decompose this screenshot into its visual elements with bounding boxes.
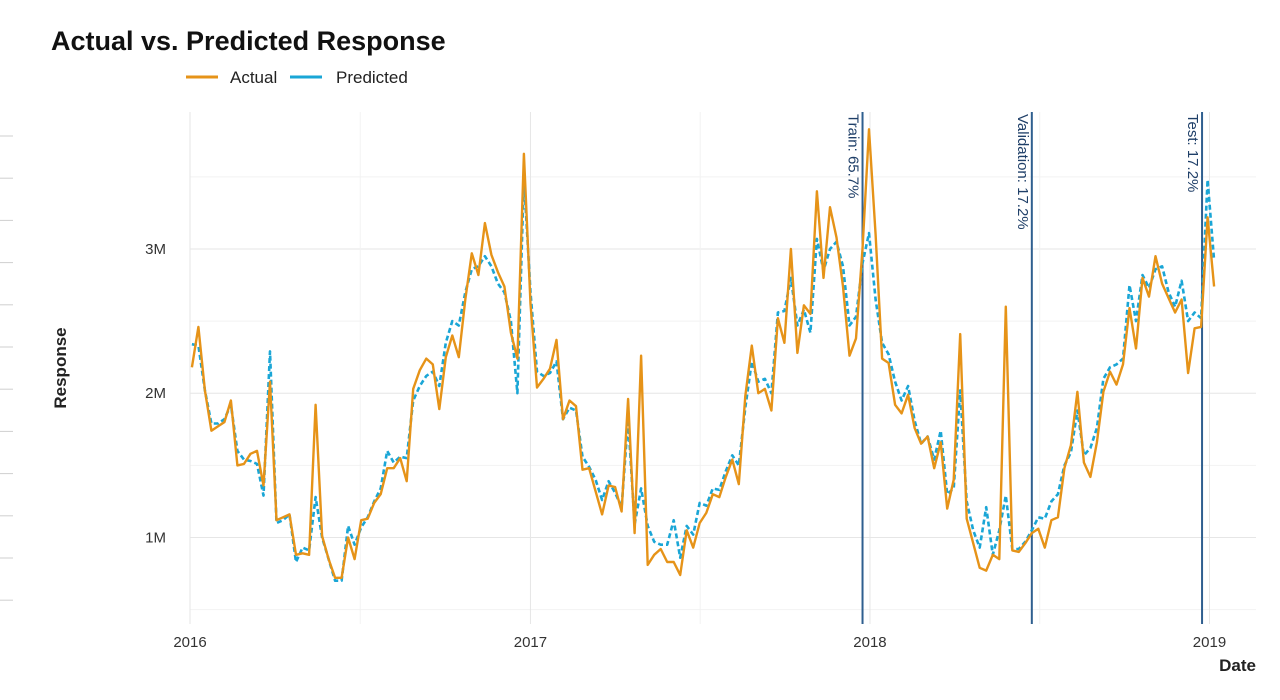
legend: Actual Predicted	[186, 68, 408, 87]
split-lines	[861, 112, 1204, 624]
split-label: Validation: 17.2%	[1014, 114, 1031, 230]
y-tick-label: 1M	[145, 529, 166, 546]
x-tick-label: 2017	[514, 634, 547, 651]
series-line-actual	[190, 128, 1216, 579]
legend-label-actual: Actual	[230, 68, 277, 87]
y-tick-label: 3M	[145, 241, 166, 258]
split-label: Test: 17.2%	[1184, 114, 1201, 192]
split-labels: Train: 65.7% Validation: 17.2% Test: 17.2%	[845, 114, 1202, 230]
x-axis-ticks: 2016 2017 2018 2019	[173, 634, 1226, 651]
series-layer	[190, 128, 1216, 582]
x-tick-label: 2019	[1193, 634, 1226, 651]
x-tick-label: 2018	[853, 634, 886, 651]
grid	[189, 112, 1256, 624]
y-tick-label: 2M	[145, 385, 166, 402]
legend-label-predicted: Predicted	[336, 68, 408, 87]
chart-title: Actual vs. Predicted Response	[51, 26, 446, 56]
x-axis-title: Date	[1219, 656, 1256, 675]
left-edge-marks	[0, 135, 13, 601]
x-tick-label: 2016	[173, 634, 206, 651]
y-axis-ticks: 1M 2M 3M	[145, 241, 166, 546]
y-axis-title: Response	[51, 327, 70, 408]
split-label: Train: 65.7%	[845, 114, 862, 199]
